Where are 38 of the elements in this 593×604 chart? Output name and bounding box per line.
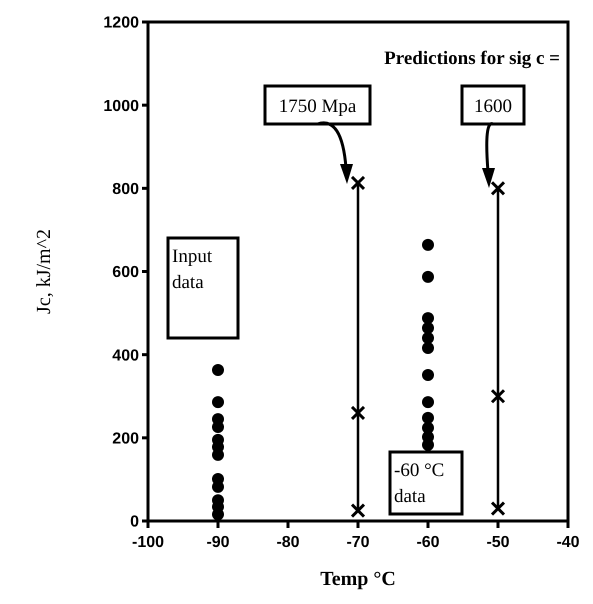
annotation: 1750 Mpa	[278, 96, 357, 117]
point	[490, 388, 506, 404]
y-tick-label: 1000	[103, 98, 140, 115]
point	[422, 312, 434, 324]
annotation: Predictions for sig c =	[384, 48, 560, 69]
x-tick-label: -100	[132, 534, 164, 551]
y-tick-label: 0	[130, 514, 140, 531]
point	[422, 270, 434, 283]
y-tick-label: 400	[112, 347, 140, 364]
point	[350, 503, 366, 518]
y-tick-label: 600	[112, 264, 140, 282]
point	[422, 342, 434, 354]
x-tick-label: -50	[486, 534, 510, 551]
point	[422, 396, 434, 408]
x-tick-label: -60	[416, 534, 440, 551]
point	[422, 369, 434, 382]
y-tick-label: 1200	[103, 14, 140, 32]
point	[212, 396, 224, 408]
annotation: Input data	[172, 246, 213, 293]
x-axis-title: Temp °C	[320, 568, 396, 590]
point	[422, 322, 434, 334]
y-tick-label: 200	[112, 430, 140, 448]
y-axis-title: Jc, kJ/m^2	[33, 229, 55, 314]
annotation: 1600	[474, 96, 512, 117]
x-tick-label: -80	[276, 534, 300, 551]
point	[422, 412, 434, 424]
annotation: -60 °C data	[394, 460, 444, 507]
y-tick-label: 800	[112, 180, 140, 198]
point	[422, 332, 434, 344]
point	[422, 238, 434, 251]
point	[490, 501, 506, 516]
point	[350, 175, 366, 190]
point	[350, 405, 366, 420]
point	[490, 180, 506, 196]
x-tick-label: -40	[556, 534, 580, 551]
x-tick-label: -90	[206, 534, 230, 551]
x-tick-label: -70	[346, 534, 370, 551]
point	[212, 364, 224, 376]
